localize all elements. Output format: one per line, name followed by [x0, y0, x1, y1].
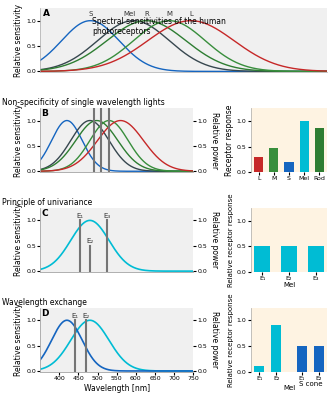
X-axis label: Wavelength [nm]: Wavelength [nm]	[84, 384, 150, 393]
Y-axis label: Relative power: Relative power	[210, 211, 219, 268]
Y-axis label: Relative sensitivity: Relative sensitivity	[14, 104, 23, 176]
Text: Spectral sensitivities of the human
photoreceptors: Spectral sensitivities of the human phot…	[92, 17, 226, 36]
Bar	[300, 121, 309, 172]
Text: Mel: Mel	[283, 282, 295, 288]
Bar	[285, 162, 294, 172]
Text: E₁: E₁	[77, 213, 84, 219]
Y-axis label: Relative power: Relative power	[210, 311, 219, 368]
Bar	[271, 324, 281, 372]
Bar	[254, 246, 270, 272]
Bar	[314, 346, 324, 372]
Y-axis label: Relative receptor response: Relative receptor response	[228, 293, 234, 386]
Text: S cone: S cone	[299, 382, 322, 388]
Bar	[297, 346, 307, 372]
Text: E₃: E₃	[104, 213, 111, 219]
Text: C: C	[42, 209, 48, 218]
Text: A: A	[43, 9, 50, 18]
Text: S: S	[88, 11, 93, 17]
Text: Mel: Mel	[124, 11, 136, 17]
Bar	[269, 148, 279, 172]
Y-axis label: Relative sensitivity: Relative sensitivity	[14, 4, 23, 77]
Y-axis label: Relative power: Relative power	[210, 112, 219, 169]
Text: E₂: E₂	[82, 313, 90, 319]
Text: Non-specificity of single wavelength lights: Non-specificity of single wavelength lig…	[2, 98, 165, 107]
Text: L: L	[189, 11, 193, 17]
Bar	[281, 246, 297, 272]
Bar	[254, 366, 265, 372]
Bar	[254, 157, 263, 172]
Text: D: D	[42, 309, 49, 318]
Y-axis label: Relative sensitivity: Relative sensitivity	[14, 204, 23, 276]
Y-axis label: Relative receptor response: Relative receptor response	[228, 193, 234, 287]
Text: B: B	[42, 109, 48, 118]
Bar	[315, 128, 324, 172]
Bar	[308, 246, 324, 272]
Text: R: R	[144, 11, 149, 17]
Text: E₂: E₂	[86, 238, 94, 244]
Text: Mel: Mel	[283, 385, 295, 391]
Text: Principle of univariance: Principle of univariance	[2, 198, 92, 207]
Text: E₁: E₁	[71, 313, 78, 319]
Y-axis label: Receptor response: Receptor response	[225, 104, 234, 176]
Y-axis label: Relative sensitivity: Relative sensitivity	[14, 303, 23, 376]
Text: Wavelength exchange: Wavelength exchange	[2, 298, 87, 307]
Text: M: M	[166, 11, 172, 17]
